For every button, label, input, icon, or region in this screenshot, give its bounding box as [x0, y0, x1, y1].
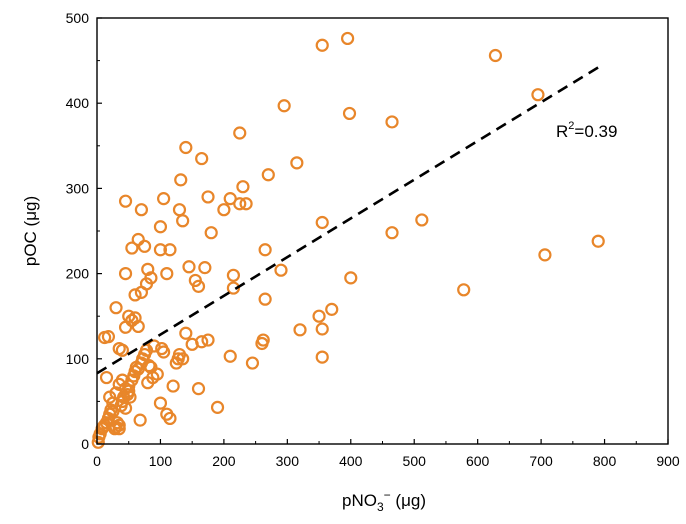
data-point	[593, 236, 604, 247]
data-point	[228, 270, 239, 281]
x-tick-label: 0	[93, 453, 101, 469]
data-point	[317, 323, 328, 334]
data-point	[193, 383, 204, 394]
data-point	[120, 268, 131, 279]
data-point	[317, 40, 328, 51]
x-axis-title: pNO3− (μg)	[342, 488, 426, 514]
data-point	[158, 193, 169, 204]
x-tick-label: 400	[339, 453, 363, 469]
data-point	[196, 153, 207, 164]
data-points	[93, 33, 604, 448]
y-tick-label: 500	[66, 10, 90, 26]
data-point	[212, 402, 223, 413]
data-point	[101, 372, 112, 383]
x-tick-label: 800	[593, 453, 617, 469]
data-point	[387, 116, 398, 127]
data-point	[199, 262, 210, 273]
axis-ticks: 0 100 200 300 400 500 600 700 800 900 0 100 200 300 40…	[66, 10, 680, 469]
data-point	[342, 33, 353, 44]
y-axis-title: pOC (μg)	[21, 196, 40, 266]
data-point	[247, 358, 258, 369]
data-point	[317, 217, 328, 228]
data-point	[275, 265, 286, 276]
plot-frame	[97, 18, 668, 444]
data-point	[139, 241, 150, 252]
data-point	[532, 89, 543, 100]
data-point	[168, 381, 179, 392]
data-point	[183, 261, 194, 272]
data-point	[155, 398, 166, 409]
data-point	[174, 204, 185, 215]
data-point	[291, 157, 302, 168]
trend-line	[97, 67, 598, 373]
data-point	[387, 227, 398, 238]
y-tick-label: 100	[66, 351, 90, 367]
x-tick-label: 700	[529, 453, 553, 469]
r-squared-annotation: R2=0.39	[556, 120, 617, 141]
data-point	[136, 204, 147, 215]
data-point	[120, 322, 131, 333]
data-point	[218, 204, 229, 215]
data-point	[206, 227, 217, 238]
data-point	[155, 221, 166, 232]
data-point	[279, 100, 290, 111]
data-point	[344, 108, 355, 119]
data-point	[180, 142, 191, 153]
x-tick-label: 300	[276, 453, 300, 469]
x-tick-label: 600	[466, 453, 490, 469]
data-point	[458, 284, 469, 295]
data-point	[158, 346, 169, 357]
data-point	[120, 196, 131, 207]
data-point	[314, 311, 325, 322]
data-point	[203, 191, 214, 202]
x-tick-label: 900	[656, 453, 680, 469]
data-point	[180, 328, 191, 339]
y-tick-label: 200	[66, 266, 90, 282]
data-point	[234, 128, 245, 139]
x-tick-label: 100	[149, 453, 173, 469]
data-point	[317, 352, 328, 363]
data-point	[326, 304, 337, 315]
data-point	[135, 415, 146, 426]
data-point	[161, 268, 172, 279]
data-point	[539, 249, 550, 260]
data-point	[225, 351, 236, 362]
data-point	[263, 169, 274, 180]
y-tick-label: 300	[66, 180, 90, 196]
data-point	[133, 234, 144, 245]
x-tick-label: 200	[212, 453, 236, 469]
y-tick-label: 400	[66, 95, 90, 111]
data-point	[345, 272, 356, 283]
data-point	[260, 244, 271, 255]
data-point	[490, 50, 501, 61]
data-point	[295, 324, 306, 335]
data-point	[416, 214, 427, 225]
r-squared-value: =0.39	[574, 122, 617, 141]
data-point	[111, 302, 122, 313]
data-point	[260, 294, 271, 305]
data-point	[175, 174, 186, 185]
data-point	[177, 215, 188, 226]
x-tick-label: 500	[403, 453, 427, 469]
y-tick-label: 0	[81, 436, 89, 452]
data-point	[237, 181, 248, 192]
